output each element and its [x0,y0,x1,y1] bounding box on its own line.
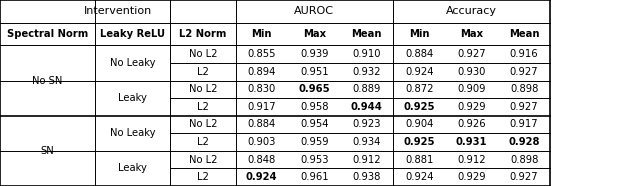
Text: 0.925: 0.925 [403,137,435,147]
Text: 0.848: 0.848 [248,155,276,165]
Text: 0.872: 0.872 [405,84,433,94]
Bar [0,0,550,186]
Text: Accuracy: Accuracy [446,6,497,16]
Text: Leaky ReLU: Leaky ReLU [100,29,165,39]
Text: 0.930: 0.930 [458,67,486,77]
Text: Min: Min [409,29,429,39]
Text: 0.927: 0.927 [458,49,486,59]
Text: 0.917: 0.917 [248,102,276,112]
Text: No Leaky: No Leaky [109,128,156,138]
Text: 0.944: 0.944 [351,102,383,112]
Text: Min: Min [252,29,272,39]
Text: 0.898: 0.898 [510,84,538,94]
Text: 0.929: 0.929 [458,102,486,112]
Text: 0.931: 0.931 [456,137,488,147]
Text: L2: L2 [197,172,209,182]
Text: L2: L2 [197,102,209,112]
Text: No L2: No L2 [189,119,217,129]
Text: 0.951: 0.951 [300,67,328,77]
Text: 0.928: 0.928 [508,137,540,147]
Text: 0.932: 0.932 [353,67,381,77]
Text: 0.927: 0.927 [510,172,538,182]
Text: 0.881: 0.881 [405,155,433,165]
Text: 0.954: 0.954 [300,119,328,129]
Text: 0.855: 0.855 [248,49,276,59]
Text: 0.924: 0.924 [246,172,278,182]
Text: L2: L2 [197,137,209,147]
Text: 0.830: 0.830 [248,84,276,94]
Text: Intervention: Intervention [84,6,152,16]
Text: AUROC: AUROC [294,6,334,16]
Text: 0.917: 0.917 [510,119,538,129]
Text: 0.925: 0.925 [403,102,435,112]
Text: Leaky: Leaky [118,93,147,103]
Text: 0.894: 0.894 [248,67,276,77]
Text: Leaky: Leaky [118,163,147,173]
Text: No L2: No L2 [189,49,217,59]
Text: 0.916: 0.916 [510,49,538,59]
Text: Mean: Mean [351,29,382,39]
Text: 0.884: 0.884 [405,49,433,59]
Text: 0.909: 0.909 [458,84,486,94]
Text: 0.927: 0.927 [510,67,538,77]
Text: 0.898: 0.898 [510,155,538,165]
Text: 0.889: 0.889 [353,84,381,94]
Text: 0.929: 0.929 [458,172,486,182]
Text: 0.953: 0.953 [300,155,328,165]
Text: 0.924: 0.924 [405,67,433,77]
Text: 0.961: 0.961 [300,172,328,182]
Text: Spectral Norm: Spectral Norm [7,29,88,39]
Text: 0.924: 0.924 [405,172,433,182]
Text: 0.910: 0.910 [353,49,381,59]
Text: 0.912: 0.912 [353,155,381,165]
Text: 0.926: 0.926 [458,119,486,129]
Text: 0.938: 0.938 [353,172,381,182]
Text: 0.904: 0.904 [405,119,433,129]
Text: 0.934: 0.934 [353,137,381,147]
Text: 0.965: 0.965 [298,84,330,94]
Text: 0.912: 0.912 [458,155,486,165]
Text: Mean: Mean [509,29,540,39]
Text: SN: SN [40,146,54,156]
Text: 0.923: 0.923 [353,119,381,129]
Text: Max: Max [460,29,483,39]
Text: 0.903: 0.903 [248,137,276,147]
Text: No L2: No L2 [189,84,217,94]
Text: No SN: No SN [32,76,63,86]
Text: 0.927: 0.927 [510,102,538,112]
Text: 0.958: 0.958 [300,102,328,112]
Text: L2 Norm: L2 Norm [179,29,227,39]
Text: L2: L2 [197,67,209,77]
Text: 0.939: 0.939 [300,49,328,59]
Text: 0.959: 0.959 [300,137,328,147]
Text: 0.884: 0.884 [248,119,276,129]
Text: No L2: No L2 [189,155,217,165]
Text: No Leaky: No Leaky [109,58,156,68]
Text: Max: Max [303,29,326,39]
